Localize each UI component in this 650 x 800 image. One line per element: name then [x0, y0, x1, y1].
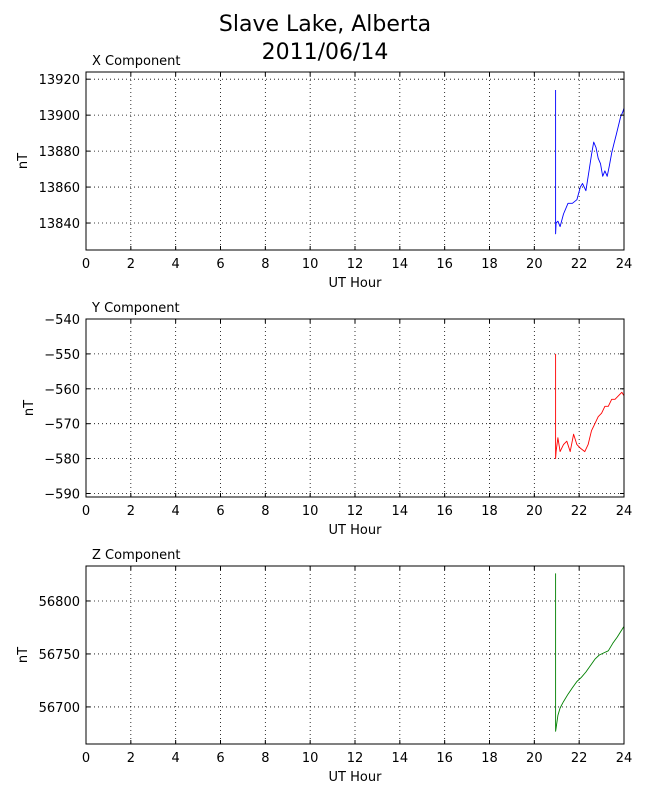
x-tick-label: 18	[481, 751, 498, 766]
y-tick-label: −570	[44, 418, 80, 433]
x-axis-label: UT Hour	[329, 276, 383, 291]
y-tick-label: −590	[44, 488, 80, 503]
x-tick-label: 4	[172, 504, 180, 519]
x-tick-label: 2	[127, 504, 135, 519]
chart-panel-1: 0 2 4 6 8 10 12 14 16 18 20 22 241384013860138801390…	[16, 54, 632, 291]
x-tick-label: 10	[302, 751, 319, 766]
x-axis-label: UT Hour	[329, 523, 383, 538]
x-tick-label: 8	[261, 504, 269, 519]
x-tick-label: 16	[436, 751, 453, 766]
x-tick-label: 14	[392, 504, 409, 519]
y-tick-label: −580	[44, 453, 80, 468]
x-tick-label: 14	[392, 751, 409, 766]
x-tick-label: 16	[436, 257, 453, 272]
y-tick-label: 56800	[39, 595, 80, 610]
panel-title: Z Component	[92, 548, 181, 563]
x-tick-label: 4	[172, 257, 180, 272]
x-tick-label: 6	[216, 257, 224, 272]
x-tick-label: 6	[216, 504, 224, 519]
x-tick-label: 24	[616, 504, 633, 519]
x-tick-label: 22	[571, 257, 588, 272]
y-tick-label: −550	[44, 348, 80, 363]
x-tick-label: 2	[127, 751, 135, 766]
x-tick-label: 22	[571, 751, 588, 766]
x-tick-label: 0	[82, 751, 90, 766]
x-tick-label: 20	[526, 751, 543, 766]
y-tick-label: 13900	[39, 109, 80, 124]
x-tick-label: 4	[172, 751, 180, 766]
x-tick-label: 16	[436, 504, 453, 519]
x-tick-label: 2	[127, 257, 135, 272]
x-tick-label: 0	[82, 504, 90, 519]
x-tick-label: 22	[571, 504, 588, 519]
chart-panel-2: 0 2 4 6 8 10 12 14 16 18 20 22 24−540−550−560−570−58…	[22, 301, 632, 538]
series-line-1	[555, 353, 625, 460]
y-axis-label: nT	[22, 400, 37, 416]
x-tick-label: 20	[526, 504, 543, 519]
panel-title: Y Component	[91, 301, 180, 316]
x-tick-label: 20	[526, 257, 543, 272]
panel-title: X Component	[92, 54, 181, 69]
x-tick-label: 8	[261, 257, 269, 272]
x-tick-label: 10	[302, 504, 319, 519]
x-tick-label: 8	[261, 751, 269, 766]
y-tick-label: 13920	[39, 73, 80, 88]
y-axis-label: nT	[16, 153, 31, 169]
x-tick-label: 12	[347, 257, 364, 272]
y-tick-label: 56750	[39, 648, 80, 663]
figure-subtitle: 2011/06/14	[261, 40, 389, 65]
y-axis-label: nT	[16, 647, 31, 663]
x-tick-label: 12	[347, 751, 364, 766]
y-tick-label: 13880	[39, 145, 80, 160]
x-axis-label: UT Hour	[329, 770, 383, 785]
x-tick-label: 24	[616, 751, 633, 766]
x-tick-label: 24	[616, 257, 633, 272]
x-tick-label: 0	[82, 257, 90, 272]
y-tick-label: 56700	[39, 701, 80, 716]
x-tick-label: 18	[481, 504, 498, 519]
y-tick-label: −560	[44, 383, 80, 398]
series-line-1	[555, 573, 625, 732]
y-tick-label: −540	[44, 313, 80, 328]
x-tick-label: 12	[347, 504, 364, 519]
y-tick-label: 13840	[39, 217, 80, 232]
figure-title: Slave Lake, Alberta	[218, 12, 432, 37]
x-tick-label: 10	[302, 257, 319, 272]
y-tick-label: 13860	[39, 181, 80, 196]
x-tick-label: 6	[216, 751, 224, 766]
series-line-1	[555, 90, 625, 235]
x-tick-label: 18	[481, 257, 498, 272]
x-tick-label: 14	[392, 257, 409, 272]
